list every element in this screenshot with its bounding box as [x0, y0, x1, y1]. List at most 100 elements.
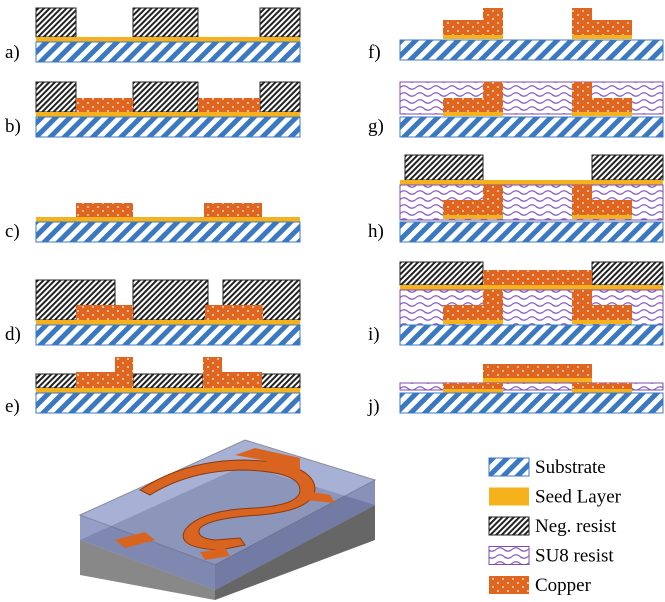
step-label: b) [5, 116, 21, 137]
sub-layer [399, 392, 664, 414]
sub-layer [35, 41, 301, 63]
seed-layer [400, 180, 663, 185]
seed-layer [572, 215, 632, 219]
neg-layer [591, 154, 664, 181]
seed-layer [572, 35, 632, 39]
sub-layer [399, 116, 664, 138]
cu-layer [572, 383, 632, 389]
cu-layer [572, 82, 592, 98]
step-label: e) [5, 396, 20, 417]
legend-label: Seed Layer [535, 487, 622, 508]
neg-layer [404, 154, 484, 181]
cu-layer [443, 305, 503, 320]
neg-layer [132, 373, 204, 389]
legend-label: Neg. resist [535, 516, 617, 537]
sub-layer [35, 221, 301, 243]
cu-layer [483, 185, 503, 200]
legend-swatch [488, 516, 530, 536]
seed-layer [572, 112, 632, 116]
cu-layer [443, 98, 503, 112]
sub-layer [399, 221, 664, 243]
top-slab-right [215, 480, 375, 590]
legend-label: Copper [535, 575, 592, 596]
neg-layer [591, 261, 664, 286]
neg-layer [259, 7, 301, 38]
neg-layer [132, 7, 199, 38]
seed-layer [443, 389, 503, 393]
step-label: i) [368, 324, 380, 345]
seed-layer [443, 320, 503, 324]
seed-layer [36, 388, 300, 393]
legend-swatch [488, 457, 530, 477]
cu-layer [205, 305, 263, 320]
seed-layer [36, 217, 300, 222]
neg-layer [399, 261, 484, 286]
cu-layer [203, 372, 262, 388]
sub-layer [399, 39, 664, 61]
cu-layer [76, 305, 133, 320]
step-label: g) [368, 116, 384, 137]
copper-lead [235, 448, 300, 470]
seed-layer [36, 320, 300, 325]
step-label: d) [5, 324, 21, 345]
copper-pad [115, 532, 155, 548]
cu-layer [572, 185, 592, 200]
cu-layer [572, 98, 632, 112]
base-slab-right [215, 505, 375, 600]
cu-layer [204, 203, 262, 217]
neg-layer [35, 7, 77, 38]
cu-layer [76, 98, 133, 112]
seed-layer [400, 285, 663, 290]
sub-layer [35, 392, 301, 414]
cu-layer [76, 372, 133, 388]
seed-layer [443, 112, 503, 116]
cu-layer [572, 20, 632, 35]
cu-layer [572, 8, 592, 20]
sub-layer [35, 116, 301, 138]
cu-layer [483, 364, 592, 378]
cu-layer [483, 82, 503, 98]
step-label: f) [368, 42, 381, 63]
su8-layer [399, 382, 664, 391]
sub-layer [35, 324, 301, 346]
step-label: h) [368, 221, 384, 242]
neg-layer [259, 81, 301, 113]
layers [35, 7, 664, 414]
seed-layer [36, 112, 300, 117]
cu-layer [76, 203, 133, 217]
base-slab-left [80, 540, 215, 600]
3d-render [78, 439, 377, 600]
seed-layer [443, 35, 503, 39]
cu-layer [572, 305, 632, 320]
step-label: c) [5, 221, 20, 242]
legend-label: SU8 resist [535, 546, 614, 567]
cu-layer [572, 200, 632, 215]
cu-layer [198, 98, 260, 112]
step-label: j) [367, 396, 380, 417]
seed-layer [443, 215, 503, 219]
cu-layer [443, 200, 503, 215]
copper-pad [200, 548, 230, 560]
cu-layer [443, 20, 503, 35]
cu-layer [483, 290, 503, 305]
cu-layer [443, 383, 503, 389]
legend-swatch [489, 487, 529, 506]
cu-layer [483, 270, 592, 285]
legend-label: Substrate [535, 457, 606, 478]
seed-layer [483, 378, 592, 383]
cu-layer [572, 290, 592, 305]
neg-layer [35, 81, 77, 113]
cu-layer [483, 8, 503, 20]
top-slab-left [80, 515, 215, 590]
seed-layer [36, 37, 300, 42]
neg-layer [132, 279, 209, 321]
cu-layer [115, 357, 133, 372]
copper-pad [300, 490, 335, 503]
step-label: a) [5, 42, 20, 63]
legend-swatch [489, 576, 529, 594]
neg-layer [132, 81, 199, 113]
seed-layer [572, 389, 632, 393]
sub-layer [399, 324, 664, 346]
seed-layer [572, 320, 632, 324]
